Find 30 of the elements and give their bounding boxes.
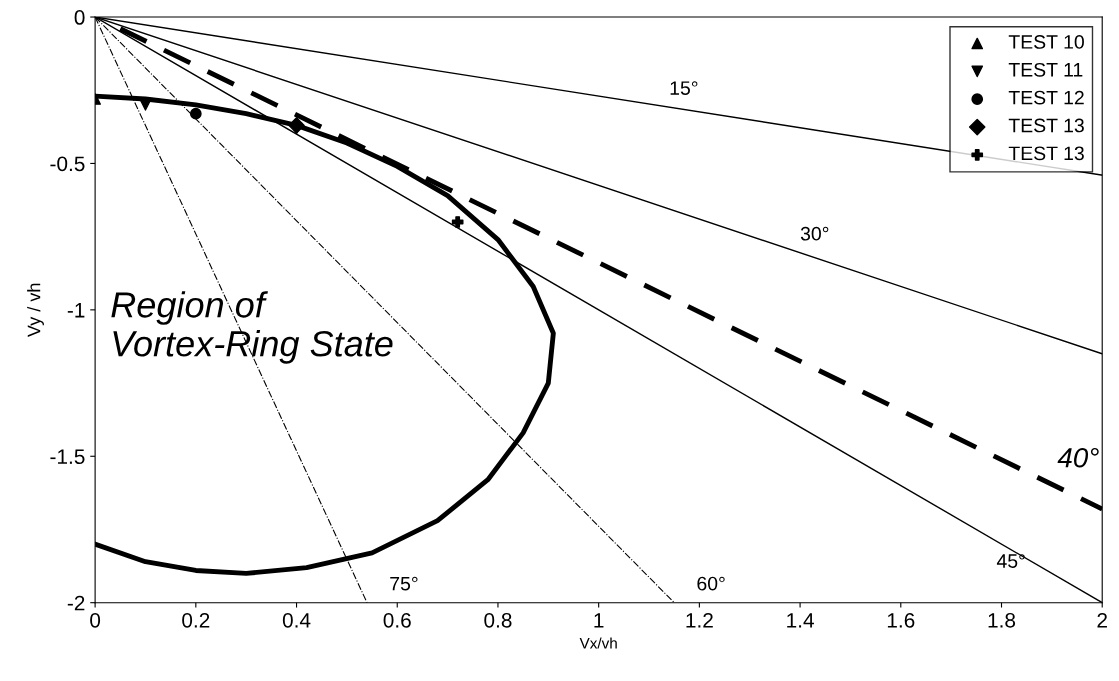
legend-label: TEST 13 [1008,118,1084,133]
y-tick-label: -1.5 [50,449,85,465]
y-axis-title: Vy / vh [27,283,44,338]
x-tick-label: 0.8 [484,612,512,628]
x-tick-label: 0 [90,612,101,628]
legend-label: TEST 13 [1008,146,1084,161]
x-tick-label: 2 [1097,612,1107,628]
series-label: 30° [800,226,829,241]
legend-label: TEST 12 [1008,90,1084,105]
y-tick-label: 0 [74,10,85,25]
y-tick-label: -1 [67,303,85,318]
x-tick-label: 1.4 [787,613,814,628]
series-label: 60° [697,576,725,591]
x-tick-label: 1.6 [887,612,915,628]
legend-label: TEST 11 [1008,62,1083,77]
x-axis-title: Vx/vh [579,637,617,649]
annotation: Region of Vortex-Ring State [111,291,393,364]
series-label: 15° [670,81,698,95]
series-label: 40° [1057,447,1099,468]
x-tick-label: 1.8 [988,612,1016,628]
x-tick-label: 0.6 [383,612,411,628]
x-tick-label: 1.2 [686,612,713,628]
y-tick-label: -2 [67,595,85,611]
legend-label: TEST 10 [1008,35,1084,49]
series-label: 45° [996,554,1025,568]
x-tick-label: 1 [594,613,604,628]
series-label: 75° [390,576,418,591]
y-tick-label: -0.5 [50,156,85,172]
x-tick-label: 0.4 [282,612,311,628]
x-tick-label: 0.2 [182,612,210,628]
